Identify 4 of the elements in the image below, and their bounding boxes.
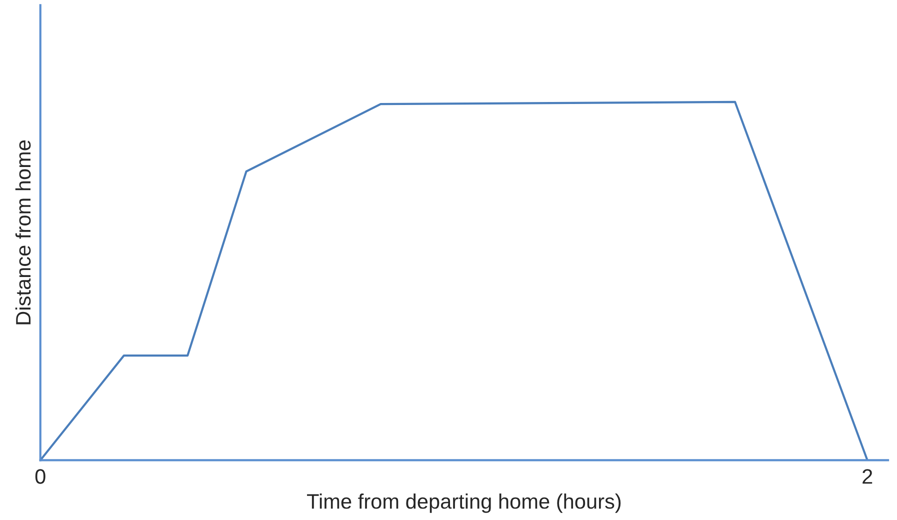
x-axis-title: Time from departing home (hours) [307, 494, 621, 513]
y-axis-title: Distance from home [15, 140, 31, 324]
x-tick-label: 2 [862, 469, 872, 484]
x-tick-label: 0 [35, 469, 46, 484]
